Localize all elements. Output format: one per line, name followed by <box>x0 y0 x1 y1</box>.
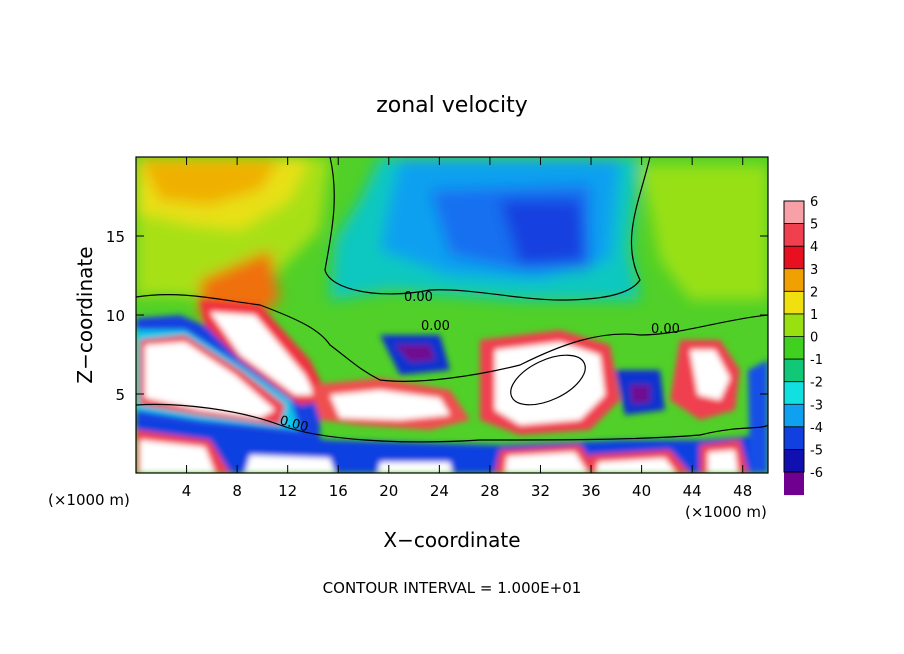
colorbar-tick-label: 0 <box>810 331 818 346</box>
colorbar-swatch <box>784 291 804 315</box>
heatmap-field <box>136 157 768 473</box>
x-tick-label: 36 <box>581 482 600 500</box>
colorbar-swatch <box>784 246 804 270</box>
colorbar-tick-label: 2 <box>810 285 818 300</box>
y-axis: 5 10 15 <box>106 228 768 404</box>
colorbar-tick-label: 4 <box>810 240 818 255</box>
x-tick-label: 20 <box>379 482 398 500</box>
y-axis-label: Z−coordinate <box>73 246 97 383</box>
colorbar-swatch <box>784 201 804 225</box>
x-unit-right: (×1000 m) <box>685 503 767 521</box>
colorbar-tick-label: 1 <box>810 308 818 323</box>
colorbar-swatch <box>784 381 804 405</box>
colorbar-tick-label: -3 <box>810 398 823 413</box>
colorbar-tick-label: 3 <box>810 263 818 278</box>
contour-interval-note: CONTOUR INTERVAL = 1.000E+01 <box>323 579 582 597</box>
colorbar-tick-label: -1 <box>810 353 823 368</box>
contour-label: 0.00 <box>404 290 433 305</box>
y-tick-label: 10 <box>106 307 125 325</box>
x-tick-label: 40 <box>632 482 651 500</box>
x-tick-label: 48 <box>733 482 752 500</box>
colorbar-tick-label: 6 <box>810 195 818 210</box>
colorbar-tick-label: -4 <box>810 421 823 436</box>
chart-title: zonal velocity <box>376 93 528 118</box>
colorbar-swatch <box>784 472 804 496</box>
colorbar-tick-label: -5 <box>810 443 823 458</box>
colorbar-tick-label: -6 <box>810 466 823 481</box>
x-tick-label: 28 <box>480 482 499 500</box>
colorbar-swatch <box>784 426 804 450</box>
colorbar-swatch <box>784 359 804 383</box>
x-tick-label: 44 <box>683 482 702 500</box>
colorbar-swatch <box>784 336 804 360</box>
x-tick-label: 4 <box>182 482 192 500</box>
contour-label: 0.00 <box>421 319 450 334</box>
x-tick-label: 12 <box>278 482 297 500</box>
x-unit-left: (×1000 m) <box>48 491 130 509</box>
colorbar-swatch <box>784 268 804 292</box>
y-tick-label: 5 <box>115 386 125 404</box>
y-tick-label: 15 <box>106 228 125 246</box>
contour-label: 0.00 <box>651 322 680 337</box>
colorbar-swatch <box>784 404 804 428</box>
x-tick-label: 16 <box>329 482 348 500</box>
contour-label: 0.00 <box>278 413 310 435</box>
colorbar-swatch <box>784 313 804 337</box>
x-axis-label: X−coordinate <box>383 528 520 552</box>
x-tick-label: 8 <box>232 482 242 500</box>
colorbar-swatch <box>784 449 804 473</box>
colorbar-swatch <box>784 223 804 247</box>
x-tick-label: 32 <box>531 482 550 500</box>
x-axis: 4 8 12 16 20 24 28 32 36 40 44 48 <box>182 157 752 500</box>
colorbar-tick-label: -2 <box>810 376 823 391</box>
x-tick-label: 24 <box>430 482 449 500</box>
colorbar-tick-label: 5 <box>810 218 818 233</box>
colorbar: 6 5 4 3 2 1 0 -1 -2 -3 -4 -5 -6 <box>783 195 823 496</box>
